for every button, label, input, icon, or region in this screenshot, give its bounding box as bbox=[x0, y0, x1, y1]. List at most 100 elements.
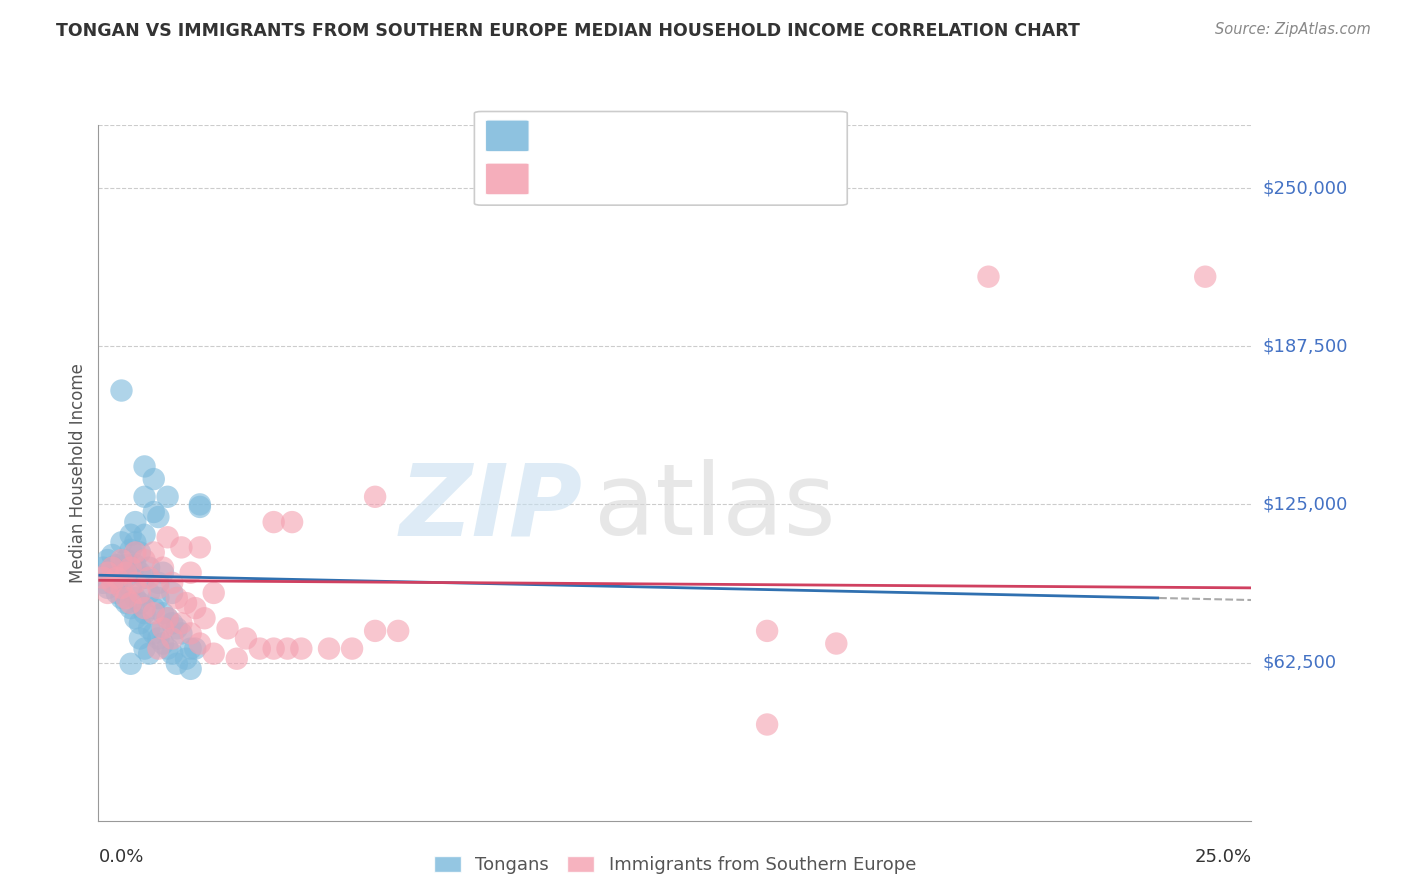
Point bbox=[825, 636, 848, 650]
Text: 34: 34 bbox=[734, 169, 761, 188]
Point bbox=[184, 641, 207, 656]
Text: 57: 57 bbox=[734, 127, 761, 145]
Point bbox=[148, 641, 170, 656]
Point bbox=[142, 545, 165, 559]
Point bbox=[101, 571, 124, 585]
Point bbox=[160, 647, 183, 661]
Point bbox=[180, 626, 202, 640]
Point bbox=[115, 591, 138, 605]
Point bbox=[170, 616, 193, 631]
Point bbox=[91, 571, 114, 585]
Point bbox=[756, 717, 779, 731]
Text: -0.087: -0.087 bbox=[583, 127, 654, 145]
Point bbox=[166, 591, 188, 605]
Text: $62,500: $62,500 bbox=[1263, 654, 1337, 672]
Point bbox=[180, 662, 202, 676]
Point bbox=[1194, 269, 1216, 284]
Text: N =: N = bbox=[686, 169, 730, 188]
Text: Source: ZipAtlas.com: Source: ZipAtlas.com bbox=[1215, 22, 1371, 37]
Point bbox=[124, 558, 146, 573]
Text: $187,500: $187,500 bbox=[1263, 337, 1348, 355]
Point bbox=[152, 606, 174, 620]
Point bbox=[160, 575, 183, 590]
Point bbox=[101, 575, 124, 590]
Point bbox=[142, 606, 165, 620]
Text: 25.0%: 25.0% bbox=[1194, 848, 1251, 866]
Point bbox=[160, 632, 183, 646]
Point bbox=[148, 510, 170, 524]
Point bbox=[152, 636, 174, 650]
Text: R =: R = bbox=[540, 127, 582, 145]
Point bbox=[97, 553, 120, 567]
Point bbox=[115, 566, 138, 580]
Point bbox=[318, 641, 340, 656]
Point bbox=[193, 611, 215, 625]
Point bbox=[138, 560, 160, 574]
Point bbox=[174, 596, 197, 610]
Point bbox=[180, 566, 202, 580]
Point bbox=[188, 541, 211, 555]
Point bbox=[281, 515, 304, 529]
Point bbox=[134, 553, 156, 567]
Point bbox=[364, 624, 387, 638]
Point bbox=[120, 581, 142, 595]
Point bbox=[156, 641, 179, 656]
Point bbox=[152, 566, 174, 580]
Point bbox=[129, 632, 152, 646]
Text: $125,000: $125,000 bbox=[1263, 495, 1348, 514]
Point bbox=[105, 575, 128, 590]
Point bbox=[105, 571, 128, 585]
Point bbox=[115, 553, 138, 567]
Point bbox=[97, 581, 120, 595]
FancyBboxPatch shape bbox=[474, 112, 848, 205]
Point bbox=[364, 490, 387, 504]
Point bbox=[110, 535, 132, 549]
Point bbox=[148, 632, 170, 646]
Point bbox=[101, 560, 124, 574]
Point bbox=[124, 575, 146, 590]
Point bbox=[120, 543, 142, 558]
Point bbox=[129, 545, 152, 559]
Point bbox=[134, 490, 156, 504]
Point bbox=[263, 515, 285, 529]
Point bbox=[276, 641, 298, 656]
Point bbox=[129, 596, 152, 610]
Point bbox=[148, 575, 170, 590]
Point bbox=[124, 535, 146, 549]
Point bbox=[120, 560, 142, 574]
Point bbox=[166, 621, 188, 635]
Point bbox=[115, 571, 138, 585]
Text: TONGAN VS IMMIGRANTS FROM SOUTHERN EUROPE MEDIAN HOUSEHOLD INCOME CORRELATION CH: TONGAN VS IMMIGRANTS FROM SOUTHERN EUROP… bbox=[56, 22, 1080, 40]
Point bbox=[217, 621, 239, 635]
Point bbox=[174, 651, 197, 665]
Point bbox=[170, 541, 193, 555]
Text: ZIP: ZIP bbox=[399, 459, 582, 556]
Point bbox=[148, 591, 170, 605]
Point bbox=[290, 641, 312, 656]
Point bbox=[156, 530, 179, 544]
Legend: Tongans, Immigrants from Southern Europe: Tongans, Immigrants from Southern Europe bbox=[426, 848, 924, 881]
Point bbox=[134, 641, 156, 656]
Point bbox=[115, 558, 138, 573]
Point bbox=[263, 641, 285, 656]
Point bbox=[152, 621, 174, 635]
Point bbox=[91, 575, 114, 590]
Point bbox=[340, 641, 363, 656]
Point bbox=[138, 571, 160, 585]
Point bbox=[110, 384, 132, 398]
Point bbox=[170, 626, 193, 640]
Point bbox=[138, 586, 160, 600]
Point bbox=[97, 566, 120, 580]
Point bbox=[202, 647, 225, 661]
Point bbox=[249, 641, 271, 656]
Point bbox=[387, 624, 409, 638]
Point bbox=[134, 601, 156, 615]
Point bbox=[235, 632, 257, 646]
Point bbox=[977, 269, 1000, 284]
Text: N =: N = bbox=[686, 127, 730, 145]
Point bbox=[120, 601, 142, 615]
Text: $250,000: $250,000 bbox=[1263, 179, 1348, 197]
Point bbox=[142, 601, 165, 615]
Point bbox=[120, 657, 142, 671]
Point bbox=[110, 553, 132, 567]
